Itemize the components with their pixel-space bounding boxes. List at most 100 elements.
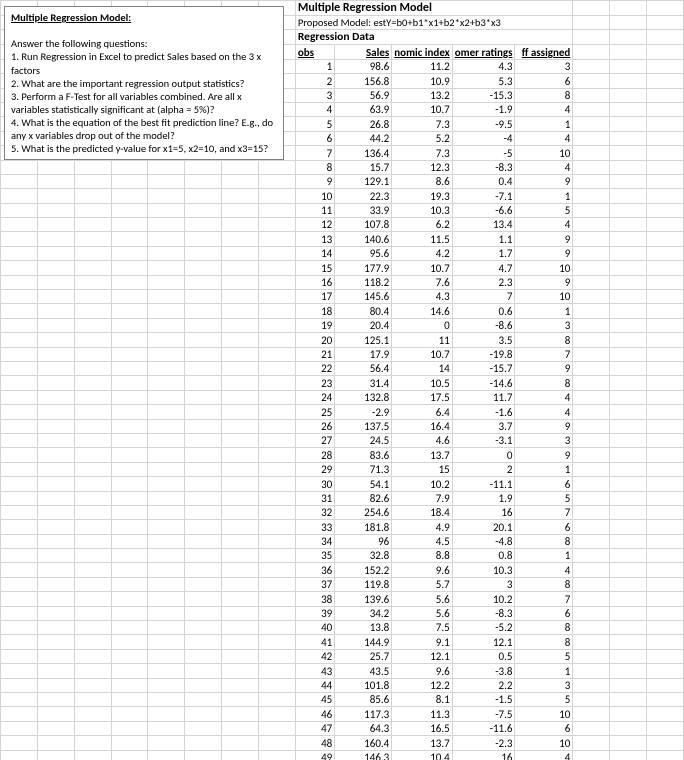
cell-sales[interactable]: 20.4 <box>335 318 392 332</box>
cell[interactable] <box>1 664 38 678</box>
cell-cust[interactable]: -6.6 <box>452 203 515 217</box>
cell[interactable] <box>222 304 259 318</box>
cell[interactable] <box>185 304 222 318</box>
cell[interactable] <box>222 390 259 404</box>
cell[interactable] <box>37 261 74 275</box>
cell-sales[interactable]: 144.9 <box>335 635 392 649</box>
cell[interactable] <box>1 678 38 692</box>
cell[interactable] <box>610 376 647 390</box>
cell[interactable] <box>74 592 111 606</box>
cell[interactable] <box>573 275 610 289</box>
cell[interactable] <box>111 692 148 706</box>
cell[interactable] <box>111 203 148 217</box>
cell-sales[interactable]: 63.9 <box>335 102 392 116</box>
cell[interactable] <box>74 290 111 304</box>
cell[interactable] <box>185 678 222 692</box>
cell-cust[interactable]: 0 <box>452 448 515 462</box>
cell[interactable] <box>1 246 38 260</box>
cell-sales[interactable]: 83.6 <box>335 448 392 462</box>
cell[interactable] <box>148 707 185 721</box>
cell[interactable] <box>37 621 74 635</box>
cell[interactable] <box>148 477 185 491</box>
cell-staff[interactable]: 9 <box>515 275 573 289</box>
cell-sales[interactable]: 136.4 <box>335 146 392 160</box>
cell[interactable] <box>111 275 148 289</box>
cell[interactable] <box>37 750 74 760</box>
cell-econ[interactable]: 4.9 <box>392 520 452 534</box>
cell[interactable] <box>74 390 111 404</box>
cell[interactable] <box>185 261 222 275</box>
cell-sales[interactable]: 82.6 <box>335 491 392 505</box>
cell[interactable] <box>1 405 38 419</box>
cell-cust[interactable]: 20.1 <box>452 520 515 534</box>
cell[interactable] <box>148 649 185 663</box>
cell[interactable] <box>148 361 185 375</box>
cell[interactable] <box>37 606 74 620</box>
cell[interactable] <box>37 635 74 649</box>
cell[interactable] <box>74 549 111 563</box>
cell[interactable] <box>37 419 74 433</box>
cell-econ[interactable]: 0 <box>392 318 452 332</box>
cell[interactable] <box>37 218 74 232</box>
cell[interactable] <box>647 59 684 73</box>
cell[interactable] <box>222 261 259 275</box>
cell-obs[interactable]: 4 <box>295 102 334 116</box>
cell-cust[interactable]: 2.2 <box>452 678 515 692</box>
cell[interactable] <box>185 549 222 563</box>
cell-cust[interactable]: -8.6 <box>452 318 515 332</box>
cell[interactable] <box>1 649 38 663</box>
cell[interactable] <box>185 505 222 519</box>
cell[interactable] <box>610 520 647 534</box>
cell-sales[interactable]: 17.9 <box>335 347 392 361</box>
cell[interactable] <box>610 462 647 476</box>
cell[interactable] <box>37 203 74 217</box>
cell-cust[interactable]: -19.8 <box>452 347 515 361</box>
cell[interactable] <box>573 448 610 462</box>
cell[interactable] <box>573 405 610 419</box>
cell-sales[interactable]: 33.9 <box>335 203 392 217</box>
cell[interactable] <box>111 664 148 678</box>
cell-obs[interactable]: 10 <box>295 189 334 203</box>
cell[interactable] <box>37 721 74 735</box>
cell-econ[interactable]: 9.6 <box>392 563 452 577</box>
cell[interactable] <box>1 174 38 188</box>
cell[interactable] <box>74 721 111 735</box>
cell-staff[interactable]: 5 <box>515 203 573 217</box>
cell-econ[interactable]: 10.4 <box>392 750 452 760</box>
cell[interactable] <box>74 534 111 548</box>
cell-econ[interactable]: 12.1 <box>392 649 452 663</box>
cell[interactable] <box>37 491 74 505</box>
cell-staff[interactable]: 1 <box>515 304 573 318</box>
cell[interactable] <box>259 664 296 678</box>
cell-econ[interactable]: 16.4 <box>392 419 452 433</box>
cell-sales[interactable]: 80.4 <box>335 304 392 318</box>
cell-obs[interactable]: 26 <box>295 419 334 433</box>
cell[interactable] <box>185 692 222 706</box>
cell-obs[interactable]: 16 <box>295 275 334 289</box>
cell[interactable] <box>259 750 296 760</box>
cell[interactable] <box>185 290 222 304</box>
cell[interactable] <box>259 390 296 404</box>
cell[interactable] <box>259 218 296 232</box>
cell[interactable] <box>185 563 222 577</box>
cell-econ[interactable]: 11.2 <box>392 59 452 73</box>
cell[interactable] <box>222 477 259 491</box>
cell-obs[interactable]: 2 <box>295 74 334 88</box>
cell[interactable] <box>610 621 647 635</box>
cell[interactable] <box>185 232 222 246</box>
cell[interactable] <box>573 117 610 131</box>
cell-obs[interactable]: 17 <box>295 290 334 304</box>
cell-obs[interactable]: 14 <box>295 246 334 260</box>
cell[interactable] <box>37 405 74 419</box>
cell-sales[interactable]: 56.4 <box>335 361 392 375</box>
cell-staff[interactable]: 6 <box>515 721 573 735</box>
cell[interactable] <box>111 232 148 246</box>
cell[interactable] <box>111 419 148 433</box>
cell[interactable] <box>74 462 111 476</box>
cell-obs[interactable]: 12 <box>295 218 334 232</box>
cell[interactable] <box>647 117 684 131</box>
cell[interactable] <box>647 621 684 635</box>
cell[interactable] <box>185 534 222 548</box>
cell[interactable] <box>1 448 38 462</box>
cell-obs[interactable]: 23 <box>295 376 334 390</box>
